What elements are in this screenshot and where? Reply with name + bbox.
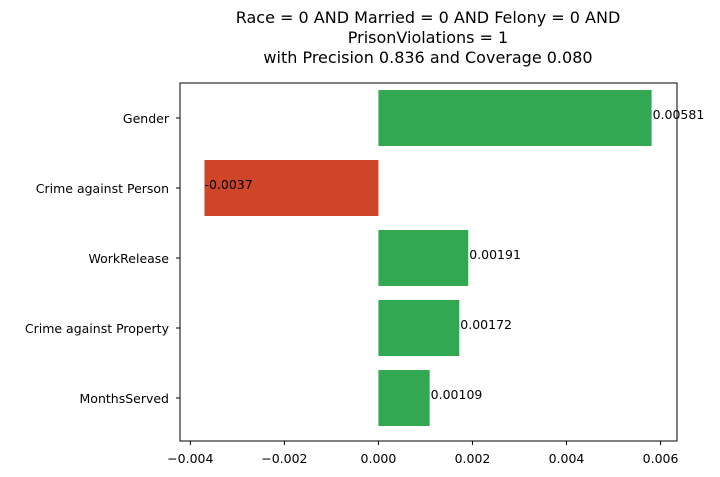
y-tick-label: WorkRelease [89,251,170,266]
bar-monthsserved [378,370,430,426]
bar-crime-against-person [204,160,379,216]
chart-title: Race = 0 AND Married = 0 AND Felony = 0 … [236,8,621,67]
data-labels-group: 0.00581 -0.0037 0.00191 0.00172 0.00109 [204,107,704,402]
plot-frame [179,82,678,442]
data-label: 0.00172 [460,317,512,332]
y-tick-label: Crime against Property [25,321,170,336]
y-tick-label: MonthsServed [80,391,169,406]
chart-title-line-2: PrisonViolations = 1 [348,28,508,47]
x-tick-label: 0.002 [455,451,491,466]
chart-title-line-3: with Precision 0.836 and Coverage 0.080 [263,48,592,67]
x-tick-label: 0.006 [643,451,679,466]
data-label: 0.00581 [653,107,705,122]
data-label: 0.00191 [469,247,521,262]
x-axis: −0.004 −0.002 0.000 0.002 0.004 0.006 [167,441,678,466]
x-tick-label: 0.000 [361,451,397,466]
y-tick-label: Gender [123,111,170,126]
bars-group [204,90,652,426]
data-label: -0.0037 [204,177,252,192]
bar-workrelease [378,230,469,286]
chart-title-line-1: Race = 0 AND Married = 0 AND Felony = 0 … [236,8,621,27]
bar-crime-against-property [378,300,460,356]
y-tick-label: Crime against Person [36,181,169,196]
x-tick-label: −0.002 [261,451,307,466]
plot-border [179,82,678,442]
bar-gender [378,90,652,146]
x-tick-label: 0.004 [549,451,585,466]
y-axis: Gender Crime against Person WorkRelease Cri… [25,111,180,406]
x-tick-label: −0.004 [167,451,213,466]
data-label: 0.00109 [431,387,483,402]
